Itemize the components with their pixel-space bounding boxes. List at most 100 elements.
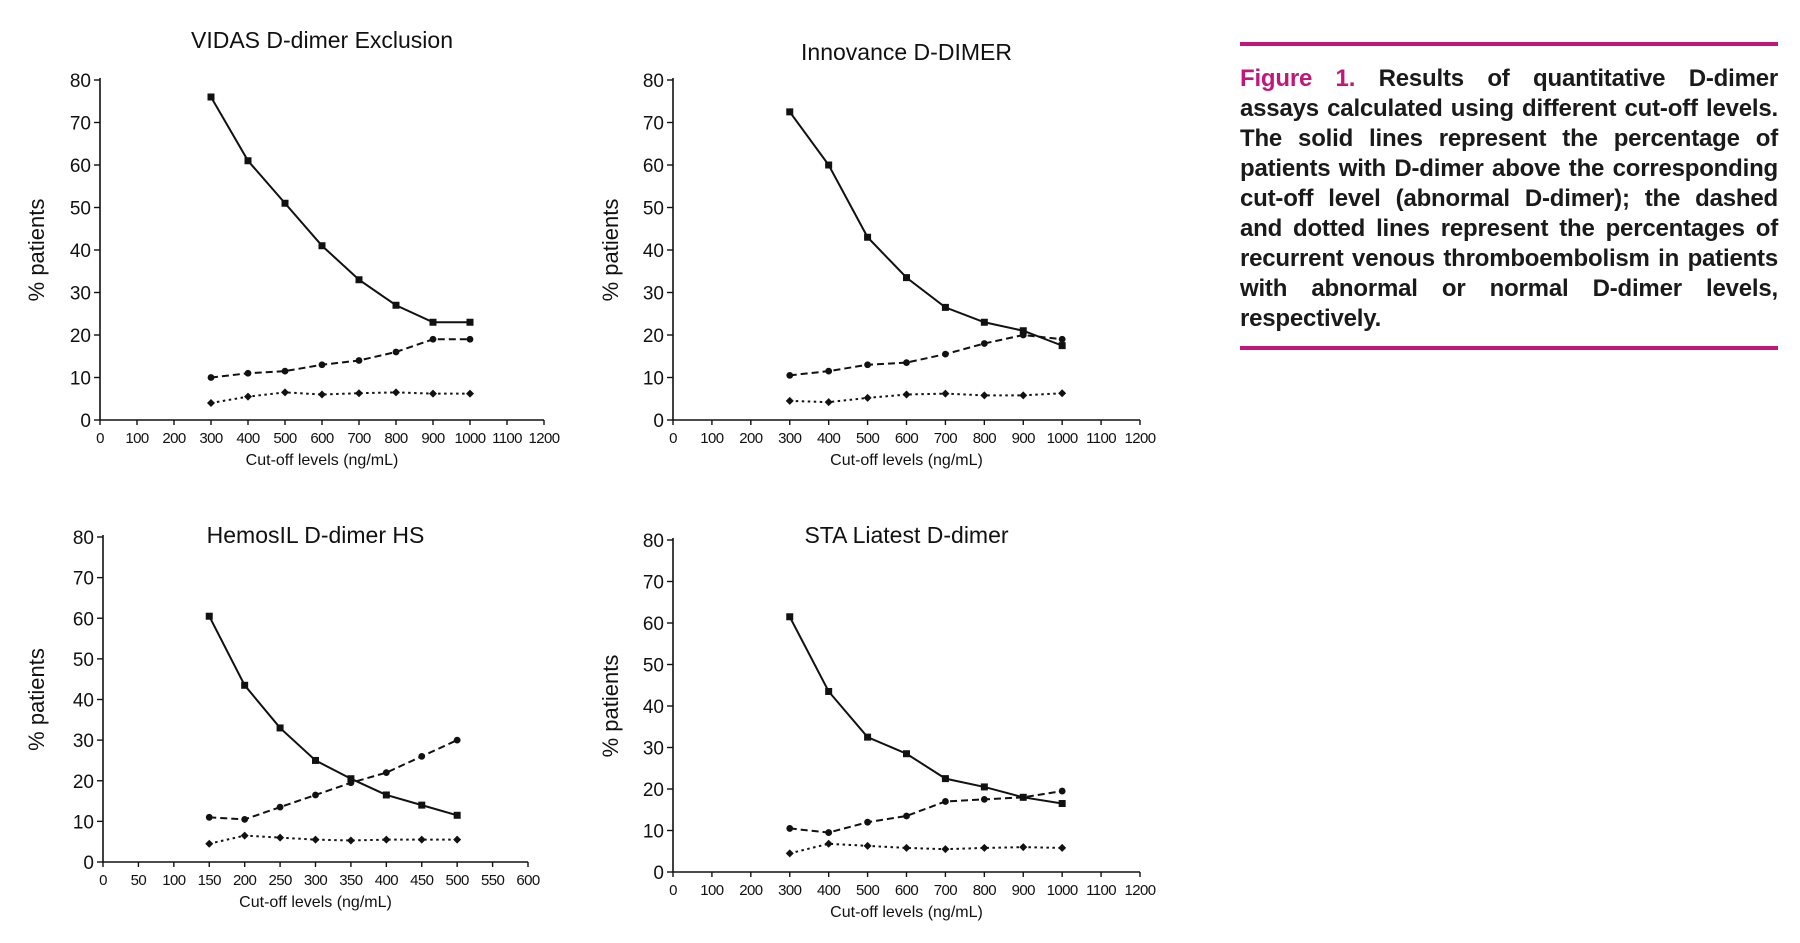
x-tick-label: 300 — [778, 430, 801, 447]
x-tick-label: 1000 — [1047, 882, 1078, 899]
y-tick-label: 30 — [643, 739, 664, 760]
series-line-dashed — [789, 333, 1063, 377]
caption-body: Results of quantitative D-dimer assays c… — [1240, 65, 1779, 332]
x-tick-label: 200 — [739, 882, 762, 899]
data-point-square — [312, 756, 319, 764]
x-tick-label: 400 — [236, 430, 259, 447]
series-line-dashed — [789, 790, 1063, 834]
data-point-diamond — [863, 393, 872, 402]
x-tick-label: 800 — [973, 430, 996, 447]
y-tick-label: 20 — [643, 326, 664, 347]
data-point-diamond — [785, 849, 794, 858]
series-line-solid — [788, 616, 1063, 805]
series-line-dotted — [210, 391, 470, 404]
x-tick-label: 200 — [162, 430, 185, 447]
y-axis-label: % patients — [598, 199, 623, 302]
data-point-square — [941, 303, 949, 311]
caption-bottom-rule — [1240, 346, 1778, 350]
x-tick-label: 450 — [410, 872, 433, 889]
x-tick-label: 500 — [273, 430, 296, 447]
data-point-circle — [1019, 331, 1027, 339]
x-tick-label: 500 — [856, 882, 879, 899]
data-point-diamond — [824, 398, 833, 407]
data-point-circle — [392, 348, 400, 356]
y-tick-label: 40 — [643, 697, 664, 718]
data-point-circle — [244, 369, 252, 377]
x-tick-label: 700 — [347, 430, 370, 447]
y-tick-label: 60 — [70, 156, 91, 177]
x-tick-label: 900 — [421, 430, 444, 447]
data-point-circle — [453, 736, 461, 744]
x-tick-label: 700 — [934, 882, 957, 899]
data-point-circle — [205, 813, 213, 821]
y-tick-label: 40 — [643, 241, 664, 262]
caption-text: Figure 1. Results of quantitative D-dime… — [1240, 64, 1778, 334]
y-tick-label: 30 — [643, 284, 664, 305]
chart-1: VIDAS D-dimer Exclusion 0 10 20 30 40 50 60 70 80… — [24, 27, 560, 469]
data-point-circle — [864, 361, 871, 369]
y-tick-label: 80 — [70, 71, 91, 92]
data-point-diamond — [980, 843, 989, 852]
data-point-diamond — [863, 841, 872, 850]
y-tick-label: 40 — [70, 241, 91, 262]
data-point-circle — [207, 374, 215, 381]
y-tick-label: 20 — [70, 326, 91, 347]
y-tick-label: 10 — [73, 812, 94, 833]
x-tick-label: 700 — [934, 430, 957, 447]
x-tick-label: 0 — [669, 430, 677, 447]
data-point-square — [418, 801, 426, 809]
data-point-square — [347, 775, 355, 783]
data-point-square — [429, 318, 437, 326]
y-tick-label: 0 — [653, 411, 664, 432]
data-point-diamond — [240, 831, 249, 840]
data-point-circle — [864, 818, 871, 826]
x-axis-label: Cut-off levels (ng/mL) — [246, 452, 399, 469]
data-point-square — [980, 783, 988, 791]
x-tick-label: 300 — [304, 872, 327, 889]
y-tick-label: 70 — [643, 114, 664, 135]
data-point-square — [453, 811, 461, 819]
data-point-diamond — [318, 390, 326, 399]
y-tick-label: 80 — [643, 71, 664, 92]
series-line-solid — [210, 96, 470, 324]
x-tick-label: 100 — [125, 430, 148, 447]
chart-title: VIDAS D-dimer Exclusion — [191, 27, 453, 53]
data-point-circle — [903, 359, 910, 367]
x-tick-label: 500 — [856, 430, 879, 447]
data-point-circle — [1058, 787, 1066, 795]
y-tick-label: 60 — [73, 609, 94, 630]
x-tick-label: 200 — [233, 872, 256, 889]
data-point-square — [392, 301, 400, 309]
x-tick-label: 1100 — [1086, 882, 1116, 899]
y-tick-label: 30 — [70, 284, 91, 305]
x-tick-label: 300 — [778, 882, 801, 899]
x-tick-label: 1200 — [1125, 430, 1156, 447]
data-point-circle — [942, 350, 949, 358]
data-point-circle — [786, 825, 794, 832]
data-point-square — [466, 318, 474, 326]
x-tick-label: 100 — [700, 430, 723, 447]
data-point-diamond — [382, 835, 391, 844]
x-tick-label: 900 — [1012, 430, 1035, 447]
data-point-square — [864, 233, 872, 241]
data-point-square — [241, 681, 249, 689]
y-tick-label: 10 — [643, 822, 664, 843]
x-tick-label: 400 — [817, 882, 840, 899]
x-tick-label: 0 — [669, 882, 677, 899]
data-point-circle — [1058, 335, 1066, 343]
y-tick-label: 50 — [643, 199, 664, 220]
data-point-diamond — [355, 389, 363, 398]
data-point-diamond — [207, 399, 215, 407]
y-axis-label: % patients — [24, 648, 49, 751]
y-tick-label: 10 — [643, 369, 664, 390]
data-point-diamond — [941, 845, 950, 854]
data-point-diamond — [429, 389, 437, 398]
data-point-circle — [276, 803, 284, 811]
x-tick-label: 400 — [817, 430, 840, 447]
x-tick-label: 1200 — [529, 430, 560, 447]
chart-title: STA Liatest D-dimer — [804, 522, 1008, 548]
data-point-square — [903, 750, 910, 758]
data-point-square — [903, 274, 910, 282]
x-tick-label: 1200 — [1125, 882, 1156, 899]
